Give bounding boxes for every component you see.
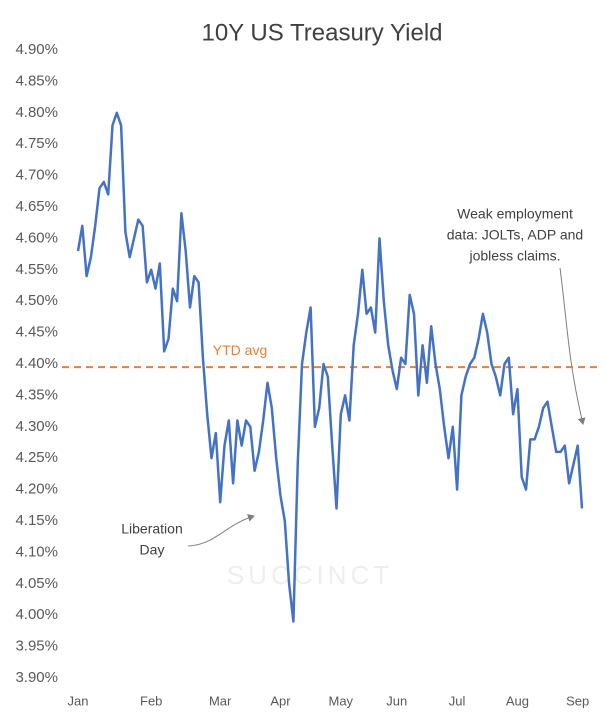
y-tick-label: 4.50%	[15, 292, 58, 309]
y-tick-label: 4.60%	[15, 229, 58, 246]
y-tick-label: 3.95%	[15, 638, 58, 655]
annotation: data: JOLTs, ADP and	[447, 227, 583, 243]
y-tick-label: 4.40%	[15, 355, 58, 372]
x-tick-label: Mar	[209, 693, 232, 708]
y-tick-label: 4.65%	[15, 198, 58, 215]
x-tick-label: Aug	[506, 693, 529, 708]
y-tick-label: 4.70%	[15, 167, 58, 184]
x-tick-label: May	[328, 693, 353, 708]
annotation: Day	[140, 542, 165, 558]
annotation: Liberation	[121, 521, 183, 537]
y-tick-label: 4.10%	[15, 543, 58, 560]
y-tick-label: 4.90%	[15, 41, 58, 58]
y-tick-label: 4.15%	[15, 512, 58, 529]
y-tick-label: 4.25%	[15, 449, 58, 466]
y-tick-label: 4.05%	[15, 575, 58, 592]
annotation: jobless claims.	[468, 248, 560, 264]
y-tick-label: 4.20%	[15, 481, 58, 498]
x-tick-label: Feb	[140, 693, 162, 708]
y-tick-label: 4.30%	[15, 418, 58, 435]
y-tick-label: 4.00%	[15, 606, 58, 623]
chart-title: 10Y US Treasury Yield	[201, 19, 442, 46]
x-tick-label: Jul	[449, 693, 466, 708]
x-tick-label: Sep	[566, 693, 589, 708]
y-tick-label: 4.80%	[15, 104, 58, 121]
y-tick-label: 4.75%	[15, 135, 58, 152]
reference-label: YTD avg	[213, 342, 267, 358]
y-tick-label: 4.85%	[15, 72, 58, 89]
y-tick-label: 3.90%	[15, 669, 58, 686]
annotation-arrow	[187, 513, 255, 547]
x-tick-label: Jun	[386, 693, 407, 708]
x-tick-label: Jan	[68, 693, 89, 708]
annotation: Weak employment	[457, 206, 573, 222]
line-series	[76, 111, 584, 623]
y-tick-label: 4.45%	[15, 324, 58, 341]
y-tick-label: 4.35%	[15, 386, 58, 403]
y-tick-label: 4.55%	[15, 261, 58, 278]
annotation-arrow	[559, 267, 586, 425]
x-tick-label: Apr	[270, 693, 291, 708]
watermark: SUCCINCT	[227, 560, 393, 590]
